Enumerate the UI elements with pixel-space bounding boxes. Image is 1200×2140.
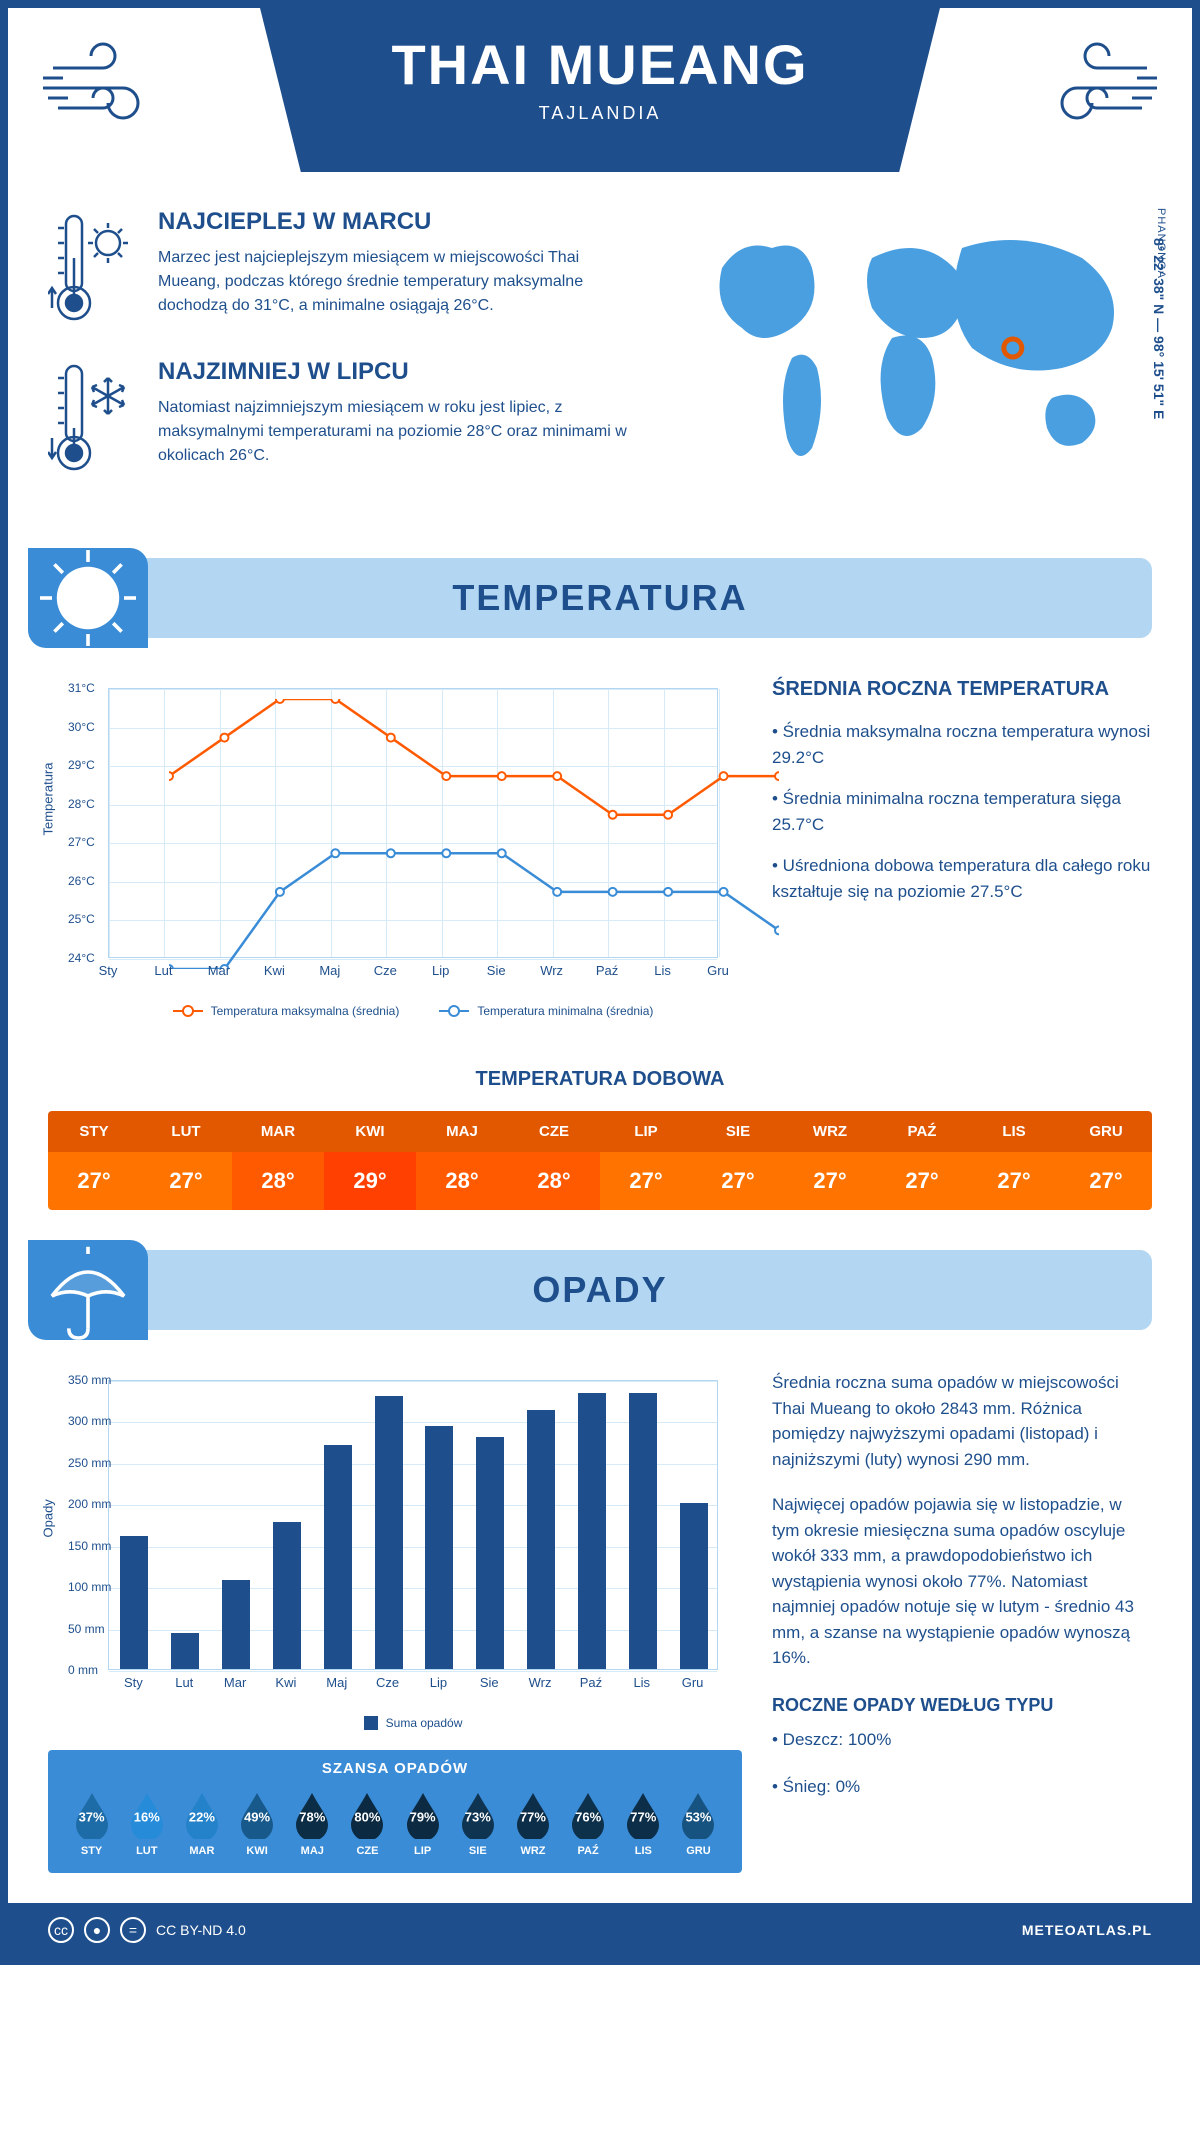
- daily-temp-cell: LUT27°: [140, 1111, 232, 1210]
- coldest-block: NAJZIMNIEJ W LIPCU Natomiast najzimniejs…: [48, 358, 642, 478]
- coordinates: 8° 22' 38" N — 98° 15' 51" E: [1151, 238, 1167, 419]
- daily-temp-cell: SIE27°: [692, 1111, 784, 1210]
- precip-info: Średnia roczna suma opadów w miejscowośc…: [772, 1370, 1152, 1873]
- temp-info-bullet: • Średnia maksymalna roczna temperatura …: [772, 719, 1152, 770]
- warmest-title: NAJCIEPLEJ W MARCU: [158, 208, 642, 236]
- header-banner: THAI MUEANG TAJLANDIA: [260, 8, 940, 172]
- precip-type-line: • Śnieg: 0%: [772, 1773, 1152, 1800]
- daily-temp-cell: LIP27°: [600, 1111, 692, 1210]
- precip-by-type-title: ROCZNE OPADY WEDŁUG TYPU: [772, 1695, 1152, 1716]
- precip-title: OPADY: [532, 1269, 667, 1311]
- intro-section: NAJCIEPLEJ W MARCU Marzec jest najcieple…: [8, 188, 1192, 548]
- daily-temp-cell: WRZ27°: [784, 1111, 876, 1210]
- umbrella-icon: [28, 1240, 148, 1340]
- precip-type-line: • Deszcz: 100%: [772, 1726, 1152, 1753]
- temperature-title: TEMPERATURA: [452, 577, 747, 619]
- chance-item: 49%KWI: [230, 1789, 285, 1857]
- temp-info-title: ŚREDNIA ROCZNA TEMPERATURA: [772, 678, 1152, 701]
- precip-bar-chart: Opady0 mm50 mm100 mm150 mm200 mm250 mm30…: [48, 1370, 728, 1730]
- daily-temp-title: TEMPERATURA DOBOWA: [8, 1068, 1192, 1091]
- daily-temp-cell: MAJ28°: [416, 1111, 508, 1210]
- chance-item: 16%LUT: [119, 1789, 174, 1857]
- daily-temp-cell: STY27°: [48, 1111, 140, 1210]
- by-icon: ●: [84, 1917, 110, 1943]
- sun-icon: [28, 548, 148, 648]
- chance-title: SZANSA OPADÓW: [64, 1760, 726, 1777]
- temp-info-bullet: • Uśredniona dobowa temperatura dla całe…: [772, 853, 1152, 904]
- chance-item: 77%WRZ: [505, 1789, 560, 1857]
- temperature-section-header: TEMPERATURA: [48, 558, 1152, 648]
- daily-temp-table: STY27°LUT27°MAR28°KWI29°MAJ28°CZE28°LIP2…: [48, 1111, 1152, 1210]
- chance-item: 73%SIE: [450, 1789, 505, 1857]
- page-title: THAI MUEANG: [260, 32, 940, 97]
- daily-temp-cell: GRU27°: [1060, 1111, 1152, 1210]
- precip-chance-box: SZANSA OPADÓW 37%STY16%LUT22%MAR49%KWI78…: [48, 1750, 742, 1873]
- page-subtitle: TAJLANDIA: [260, 103, 940, 124]
- wind-icon: [1032, 38, 1162, 138]
- temp-info-bullet: • Średnia minimalna roczna temperatura s…: [772, 786, 1152, 837]
- daily-temp-cell: CZE28°: [508, 1111, 600, 1210]
- cc-icon: cc: [48, 1917, 74, 1943]
- temperature-info: ŚREDNIA ROCZNA TEMPERATURA • Średnia mak…: [772, 678, 1152, 1018]
- license-text: CC BY-ND 4.0: [156, 1922, 246, 1938]
- precip-text-1: Średnia roczna suma opadów w miejscowośc…: [772, 1370, 1152, 1472]
- chance-item: 77%LIS: [616, 1789, 671, 1857]
- thermometer-sun-icon: [48, 208, 138, 328]
- chance-item: 79%LIP: [395, 1789, 450, 1857]
- thermometer-snowflake-icon: [48, 358, 138, 478]
- chance-item: 80%CZE: [340, 1789, 395, 1857]
- wind-icon: [38, 38, 168, 138]
- nd-icon: =: [120, 1917, 146, 1943]
- coldest-title: NAJZIMNIEJ W LIPCU: [158, 358, 642, 386]
- daily-temp-cell: KWI29°: [324, 1111, 416, 1210]
- precip-section-header: OPADY: [48, 1250, 1152, 1340]
- chance-item: 76%PAŹ: [561, 1789, 616, 1857]
- warmest-block: NAJCIEPLEJ W MARCU Marzec jest najcieple…: [48, 208, 642, 328]
- chance-item: 22%MAR: [174, 1789, 229, 1857]
- chance-item: 78%MAJ: [285, 1789, 340, 1857]
- daily-temp-cell: MAR28°: [232, 1111, 324, 1210]
- header: THAI MUEANG TAJLANDIA: [8, 8, 1192, 188]
- chance-item: 53%GRU: [671, 1789, 726, 1857]
- coldest-text: Natomiast najzimniejszym miesiącem w rok…: [158, 396, 642, 468]
- world-map: [672, 208, 1152, 488]
- site-name: METEOATLAS.PL: [1022, 1922, 1152, 1938]
- precip-text-2: Najwięcej opadów pojawia się w listopadz…: [772, 1492, 1152, 1671]
- daily-temp-cell: LIS27°: [968, 1111, 1060, 1210]
- chance-item: 37%STY: [64, 1789, 119, 1857]
- temperature-line-chart: Temperatura24°C25°C26°C27°C28°C29°C30°C3…: [48, 678, 742, 1018]
- daily-temp-cell: PAŹ27°: [876, 1111, 968, 1210]
- warmest-text: Marzec jest najcieplejszym miesiącem w m…: [158, 246, 642, 318]
- footer: cc ● = CC BY-ND 4.0 METEOATLAS.PL: [8, 1903, 1192, 1957]
